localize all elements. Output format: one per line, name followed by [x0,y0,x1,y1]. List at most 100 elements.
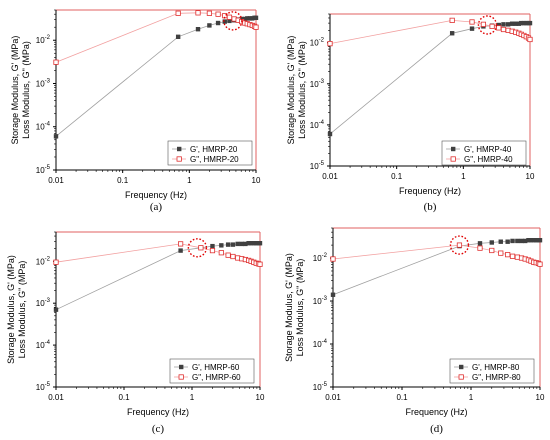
crossover-circle [223,11,243,31]
y-tick-label: 10-5 [313,382,328,392]
data-point-gprime [505,239,510,244]
data-point-gprime [243,241,248,247]
data-point-gprime [519,20,524,26]
data-point-gdouble [215,11,221,17]
x-tick-label: 0.01 [325,393,341,402]
data-point-gdouble [226,14,233,20]
data-point-gdouble [330,256,336,262]
legend-label: G", HMRP-40 [464,155,513,164]
x-tick-label: 0.1 [396,393,408,402]
chart-panel-b: 0.01 0.1 1 10 10-5 10-4 10-3 10-2 Frequency (Hz)… [286,13,535,213]
data-point-gprime [230,242,236,247]
data-point-gprime [178,248,183,253]
data-point-gprime [524,20,529,26]
data-point-gdouble [527,36,533,43]
legend-box [449,358,535,384]
crossover-circle [449,235,470,255]
y-axis-label: Loss Modulus, G" (MPa) [17,261,27,359]
legend-marker-gprime [459,364,464,370]
legend-box [169,358,255,384]
legend-marker-gdouble [178,374,184,380]
data-point-gdouble [469,19,475,25]
data-point-gprime [245,16,250,21]
x-tick-label: 1 [190,393,195,402]
data-point-gdouble [327,41,333,47]
legend-box [441,140,527,166]
x-axis-label: Frequency (Hz) [399,186,461,196]
data-point-gprime [248,241,254,246]
data-point-gdouble [509,253,516,259]
data-point-gprime [527,20,533,26]
data-point-gprime [195,26,201,32]
x-tick-label: 1 [469,393,474,402]
y-axis-label: Loss Modulus, G" (MPa) [297,41,307,139]
x-tick-label: 0.01 [48,176,64,185]
legend-label: G', HMRP-40 [464,145,512,154]
legend-marker-gprime [177,146,182,152]
y-axis-label: Storage Modulus, G' (MPa) [6,255,16,364]
y-axis-label: Storage Modulus, G' (MPa) [286,36,296,145]
data-point-gprime [537,238,543,243]
y-tick-label: 10-3 [36,298,51,308]
data-point-gprime [257,241,263,246]
data-point-gprime [498,239,503,244]
data-point-gdouble [178,241,184,247]
legend-marker-gprime [451,146,456,152]
series-line-gprime [55,17,256,137]
data-point-gprime [516,21,522,26]
y-tick-label: 10-3 [310,79,325,89]
data-point-gdouble [496,25,502,31]
x-tick-label: 0.1 [117,176,129,185]
y-axis-label: Storage Modulus, G' (MPa) [10,36,20,145]
legend-label: G", HMRP-20 [190,155,239,164]
data-point-gprime [496,22,501,28]
data-point-gprime [330,292,336,297]
x-tick-label: 0.01 [322,172,338,181]
series-line-gprime [329,22,530,135]
data-point-gprime [253,15,259,21]
legend-label: G", HMRP-60 [192,373,241,382]
data-point-gprime [528,238,534,243]
data-point-gprime [250,16,255,21]
data-point-gdouble [514,254,520,260]
data-point-gdouble [449,17,455,23]
chart-panel-a: 0.01 0.1 1 10 10-5 10-4 10-3 10-2 Frequency (Hz)… [10,9,261,213]
data-point-gprime [254,241,259,246]
x-tick-label: 10 [526,172,535,181]
y-tick-label: 10-3 [36,78,51,88]
data-point-gprime [477,241,483,246]
data-point-gdouble [498,250,504,256]
x-tick-label: 0.01 [48,393,64,402]
data-point-gprime [207,23,212,28]
data-point-gdouble [253,24,259,30]
data-point-gprime [469,26,475,31]
y-axis-label: Loss Modulus, G" (MPa) [295,259,305,357]
data-point-gprime [533,238,539,243]
data-point-gprime [53,134,59,139]
data-point-gprime [521,20,527,26]
y-tick-label: 10-3 [313,296,328,306]
data-point-gdouble [500,26,507,33]
data-point-gprime [501,22,506,27]
legend-label: G", HMRP-80 [472,373,521,382]
y-tick-label: 10-5 [36,165,51,175]
data-point-gprime [53,307,59,312]
x-axis-label: Frequency (Hz) [127,407,189,417]
legend-label: G', HMRP-60 [192,363,240,372]
panel-caption: (a) [150,201,163,213]
data-point-gprime [227,18,232,24]
data-point-gprime [215,20,221,26]
x-tick-label: 10 [252,176,261,185]
y-tick-label: 10-5 [36,382,51,392]
y-tick-label: 10-4 [310,120,325,130]
data-point-gdouble [456,242,463,248]
x-tick-label: 0.1 [391,172,403,181]
data-point-gdouble [198,245,204,251]
y-axis-label: Storage Modulus, G' (MPa) [284,253,294,362]
data-point-gdouble [218,250,224,256]
data-point-gprime [246,241,251,246]
data-point-gprime [175,34,181,40]
data-point-gprime [526,238,531,243]
data-point-gdouble [209,247,216,254]
data-point-gprime [509,21,515,26]
